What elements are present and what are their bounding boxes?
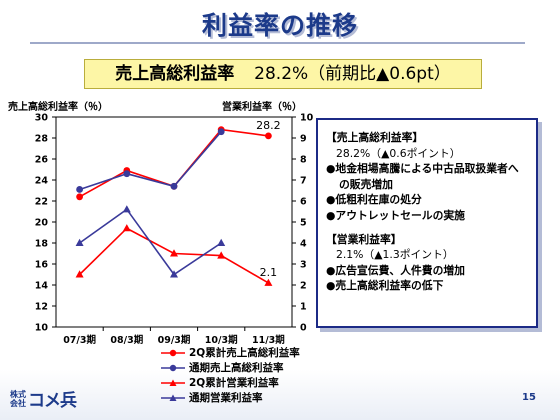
right-tick-label: 4 [300,239,307,250]
left-tick-label: 24 [35,176,49,187]
left-tick-label: 12 [35,302,48,313]
data-point [76,186,83,193]
data-point [217,238,226,246]
data-point [75,238,84,246]
left-tick-label: 30 [35,113,49,124]
legend-item: 2Q累計営業利益率 [160,375,300,390]
legend-circle-icon [161,364,185,371]
data-label: 28.2 [256,119,281,132]
data-point [76,193,83,201]
gross-margin-reason: ●地金相場高騰による中古品取扱業者への販売増加 [326,162,519,191]
left-axis-ticks: 10 12 14 16 18 20 22 24 26 28 30 [35,113,56,334]
data-point [217,128,225,136]
legend-item: 2Q累計売上高総利益率 [160,345,300,360]
x-tick-label: 07/3期 [63,334,96,345]
data-point [170,270,178,278]
chart-legend: 2Q累計売上高総利益率 通期売上高総利益率 2Q累計営業利益率 通期営業利益率 [160,345,300,405]
legend-item: 通期売上高総利益率 [160,360,300,375]
right-tick-label: 6 [300,197,307,208]
left-tick-label: 20 [35,218,49,229]
title-divider [30,42,525,44]
gross-margin-reason: ●アウトレットセールの実施 [326,208,465,222]
page-title: 利益率の推移 [201,11,358,40]
right-tick-label: 8 [300,155,307,166]
operating-margin-heading: 【営業利益率】 [326,232,402,246]
legend-label: 通期営業利益率 [189,392,263,404]
legend-triangle-icon [161,379,185,386]
left-tick-label: 10 [35,323,49,334]
page-number: 15 [522,392,536,403]
legend-label: 2Q累計売上高総利益率 [189,347,300,359]
left-tick-label: 26 [35,155,49,166]
gross-margin-reason: ●低粗利在庫の処分 [326,193,422,207]
left-tick-label: 22 [35,197,48,208]
legend-triangle-icon [161,394,185,401]
data-point [170,249,178,257]
x-tick-label: 10/3期 [205,334,238,345]
data-point [265,132,272,140]
x-tick-label: 08/3期 [110,334,143,345]
legend-item: 通期営業利益率 [160,390,300,405]
right-axis-ticks: 0 1 2 3 4 5 6 7 8 9 10 [292,113,314,334]
left-tick-label: 16 [35,260,49,271]
left-axis-label: 売上高総利益率（％） [8,100,108,113]
highlight-value: 28.2%（前期比▲0.6pt） [254,64,451,84]
plot-area [55,116,293,328]
gross-margin-value: 28.2%（▲0.6ポイント） [336,146,461,160]
series-line-1 [79,131,222,191]
x-axis-ticks: 07/3期 08/3期 09/3期 10/3期 11/3期 [63,327,285,345]
x-tick-label: 09/3期 [158,334,191,345]
legend-circle-icon [161,349,185,356]
data-point [75,270,84,278]
commentary-box: 【売上高総利益率】 28.2%（▲0.6ポイント） ●地金相場高騰による中古品取… [316,118,538,328]
logo-main-text: コメ兵 [28,391,77,411]
legend-label: 2Q累計営業利益率 [189,377,279,389]
annotation-layer: 28.2 2.1 [256,119,281,279]
right-tick-label: 2 [300,281,307,292]
data-point [217,251,226,259]
right-axis-label: 営業利益率（％） [222,100,302,113]
left-tick-label: 18 [35,239,49,250]
left-tick-label: 28 [35,134,49,145]
right-tick-label: 0 [300,323,307,334]
series-line-3 [79,208,222,276]
operating-margin-reason: ●売上高総利益率の低下 [326,279,444,293]
right-tick-label: 7 [300,176,307,187]
data-point [264,278,273,286]
series-layer [75,126,273,286]
right-tick-label: 9 [300,134,307,145]
x-tick-label: 11/3期 [252,334,285,345]
operating-margin-value: 2.1%（▲1.3ポイント） [336,248,454,262]
right-tick-label: 10 [300,113,314,124]
gross-margin-heading: 【売上高総利益率】 [326,131,424,144]
data-point [122,205,131,213]
right-tick-label: 3 [300,260,307,271]
data-point [170,182,178,190]
data-label: 2.1 [260,266,278,279]
left-tick-label: 14 [35,281,49,292]
right-tick-label: 1 [300,302,307,313]
company-logo: 株式会社 コメ兵 [10,386,77,412]
data-point [123,170,131,178]
legend-label: 通期売上高総利益率 [189,362,284,374]
operating-margin-reason: ●広告宣伝費、人件費の増加 [326,263,465,277]
data-point [122,224,131,232]
highlight-box: 売上高総利益率 28.2%（前期比▲0.6pt） [84,59,482,89]
highlight-label: 売上高総利益率 [115,64,235,84]
right-tick-label: 5 [300,218,307,229]
profit-rate-chart: 売上高総利益率（％） 営業利益率（％） 10121416182022242628… [8,100,314,345]
logo-small-text: 株式会社 [10,389,26,408]
